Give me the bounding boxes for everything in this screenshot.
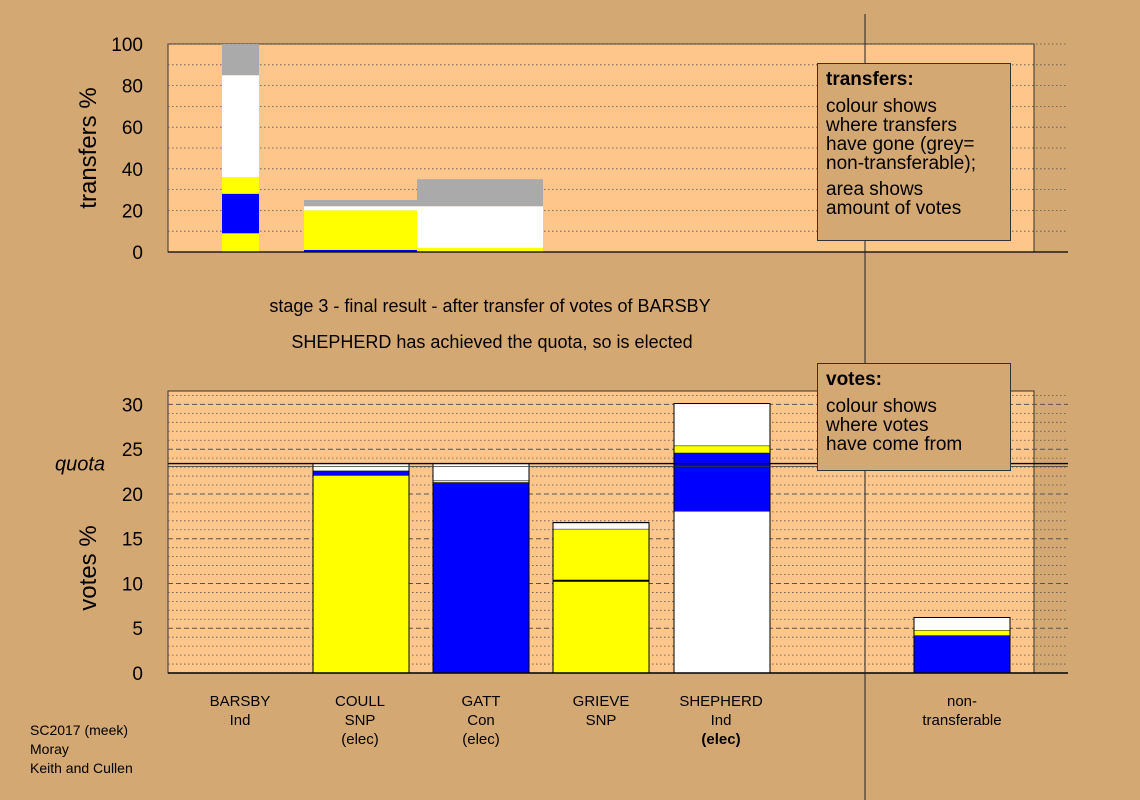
transfers-legend-line: non-transferable); bbox=[826, 153, 976, 174]
transfers-segment bbox=[417, 247, 543, 252]
votes-segment bbox=[914, 635, 1010, 673]
votes-bar bbox=[673, 403, 771, 674]
category-label-shepherd: SHEPHERD Ind (elec) bbox=[679, 693, 763, 748]
votes-tick-label: 5 bbox=[132, 619, 143, 640]
transfers-segment bbox=[304, 206, 417, 211]
votes-bar bbox=[312, 463, 410, 674]
stage-caption: stage 3 - final result - after transfer … bbox=[269, 296, 711, 316]
transfers-segment bbox=[417, 179, 543, 207]
category-label-grieve: GRIEVE SNP bbox=[572, 693, 630, 729]
votes-bar bbox=[913, 616, 1011, 674]
transfers-bar bbox=[304, 200, 417, 252]
quota-label: quota bbox=[55, 454, 105, 476]
votes-segment bbox=[433, 482, 529, 673]
votes-tick-label: 0 bbox=[132, 664, 143, 685]
transfers-axis-label: transfers % bbox=[75, 87, 102, 208]
credit-text: SC2017 (meek) Moray Keith and Cullen bbox=[30, 722, 133, 776]
category-label-gatt: GATT Con (elec) bbox=[461, 693, 501, 748]
transfers-segment bbox=[222, 233, 259, 252]
transfers-tick-label: 60 bbox=[122, 118, 143, 139]
transfers-segment bbox=[222, 177, 259, 194]
votes-legend: votes: colour shows where votes have com… bbox=[817, 363, 1011, 471]
votes-tick-label: 20 bbox=[122, 485, 143, 506]
votes-bar bbox=[432, 463, 530, 674]
votes-segment bbox=[553, 522, 649, 529]
votes-tick-label: 25 bbox=[122, 440, 143, 461]
votes-segment bbox=[433, 463, 529, 481]
votes-bar bbox=[552, 522, 650, 674]
transfers-legend-line: where transfers bbox=[826, 115, 957, 136]
transfers-tick-label: 0 bbox=[132, 243, 143, 264]
transfers-segment bbox=[304, 210, 417, 250]
votes-segment bbox=[553, 528, 649, 581]
votes-legend-line: where votes bbox=[826, 415, 929, 436]
transfers-tick-label: 20 bbox=[122, 201, 143, 222]
transfers-bar bbox=[417, 179, 543, 252]
votes-segment bbox=[674, 452, 770, 511]
transfers-segment bbox=[304, 200, 417, 207]
transfers-segment bbox=[222, 44, 259, 76]
transfers-tick-label: 80 bbox=[122, 77, 143, 98]
votes-segment bbox=[313, 475, 409, 673]
transfers-legend-line: amount of votes bbox=[826, 198, 962, 219]
votes-segment bbox=[313, 470, 409, 476]
result-caption: SHEPHERD has achieved the quota, so is e… bbox=[291, 332, 693, 352]
category-label-coull: COULL SNP (elec) bbox=[334, 693, 386, 748]
transfers-segment bbox=[304, 249, 417, 252]
transfers-bar bbox=[222, 44, 259, 252]
transfers-tick-label: 100 bbox=[111, 35, 143, 56]
category-label-non-transferable: non-transferable bbox=[922, 693, 1002, 729]
votes-segment bbox=[914, 630, 1010, 636]
transfers-tick-label: 40 bbox=[122, 160, 143, 181]
votes-tick-label: 10 bbox=[122, 574, 143, 595]
votes-legend-title: votes: bbox=[826, 369, 882, 390]
votes-legend-line: colour shows bbox=[826, 396, 937, 417]
votes-tick-label: 15 bbox=[122, 530, 143, 551]
votes-tick-label: 30 bbox=[122, 395, 143, 416]
votes-segment bbox=[313, 463, 409, 471]
votes-segment bbox=[674, 445, 770, 453]
transfers-legend-line: colour shows bbox=[826, 96, 937, 117]
transfers-legend-line: area shows bbox=[826, 179, 924, 200]
votes-segment bbox=[553, 580, 649, 673]
transfers-legend-line: have gone (grey= bbox=[826, 134, 975, 155]
transfers-segment bbox=[222, 193, 259, 234]
transfers-legend-title: transfers: bbox=[826, 69, 914, 90]
transfers-segment bbox=[222, 75, 259, 178]
category-label-barsby: BARSBY Ind bbox=[209, 693, 271, 729]
votes-segment bbox=[674, 510, 770, 673]
votes-segment bbox=[674, 403, 770, 446]
votes-segment bbox=[433, 480, 529, 483]
transfers-segment bbox=[417, 206, 543, 248]
votes-axis-label: votes % bbox=[75, 525, 102, 610]
transfers-legend: transfers: colour shows where transfers … bbox=[817, 63, 1011, 241]
votes-legend-line: have come from bbox=[826, 434, 963, 455]
votes-segment bbox=[914, 617, 1010, 631]
